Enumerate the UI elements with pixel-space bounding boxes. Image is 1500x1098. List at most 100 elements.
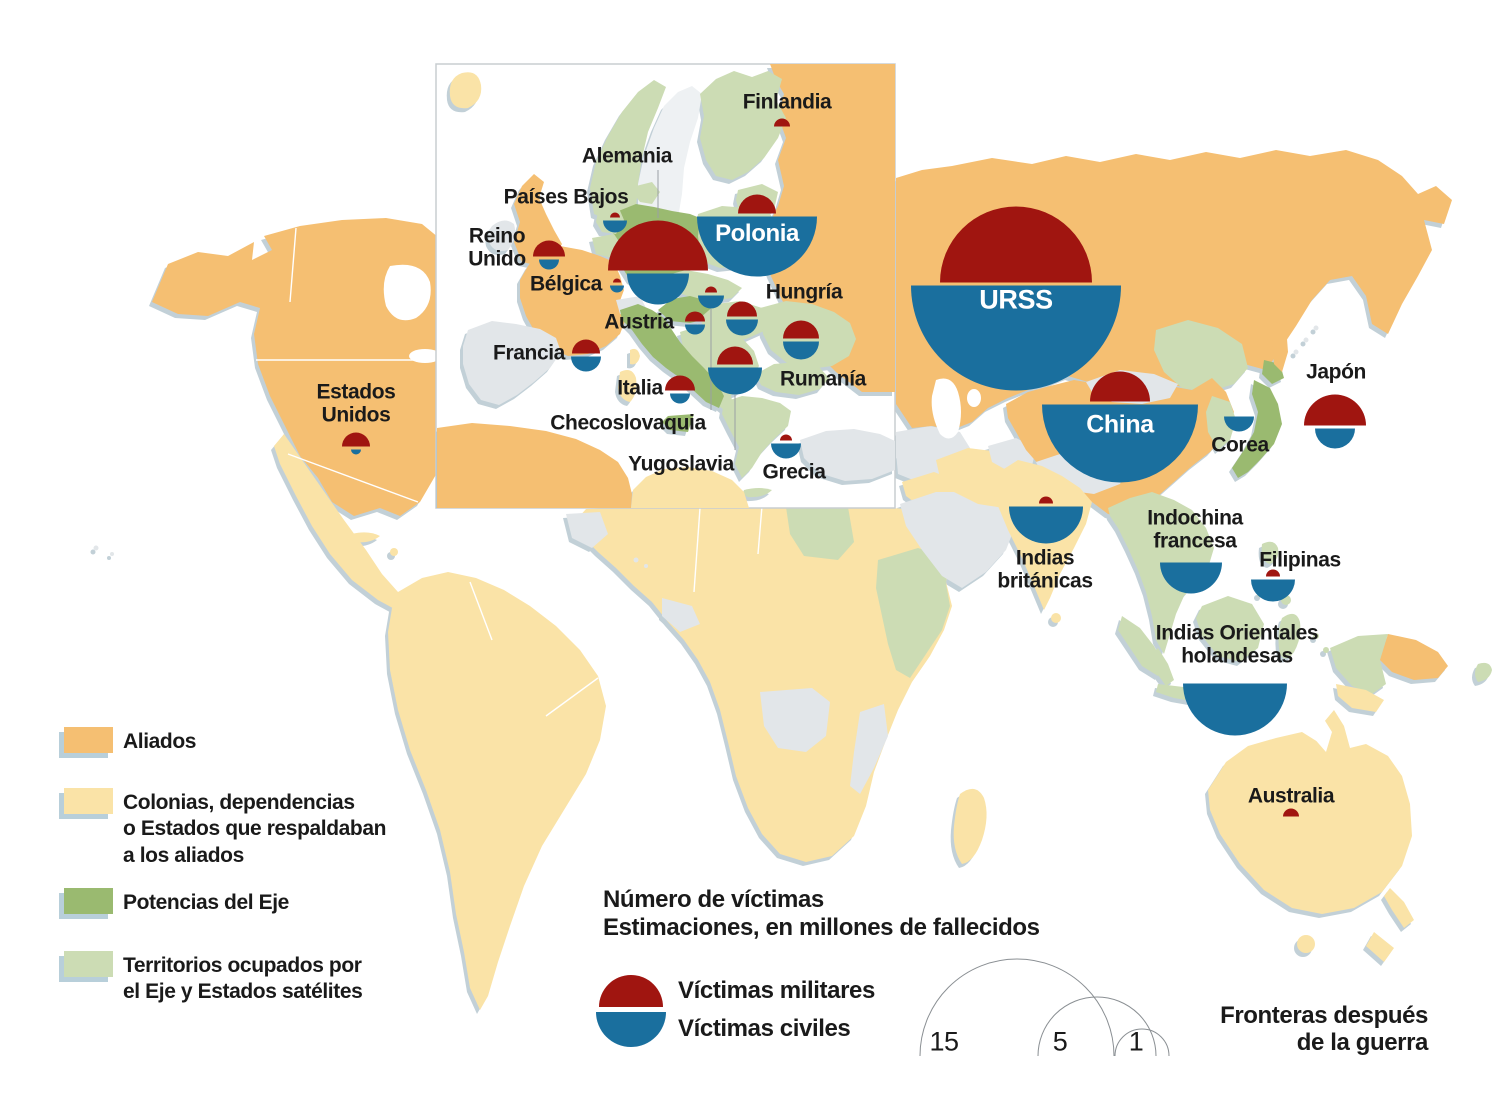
military-semicircle-estados-unidos xyxy=(342,432,370,447)
inset-denmark xyxy=(634,182,660,204)
land-ceylon xyxy=(1051,613,1061,623)
scale-arc-5 xyxy=(1037,996,1157,1057)
inset-crete xyxy=(743,488,772,498)
inset-corsica xyxy=(630,348,640,365)
land-new-guinea-west xyxy=(1330,634,1388,694)
civilian-semicircle-urss xyxy=(911,285,1121,391)
military-semicircle-reino-unido xyxy=(533,240,565,257)
inset-sicily xyxy=(662,414,694,432)
land-libya xyxy=(786,507,854,560)
civilian-semicircle-estados-unidos xyxy=(351,449,361,455)
marker-estados-unidos xyxy=(342,432,370,455)
land-tasmania xyxy=(1297,935,1315,953)
inset-north-africa-west xyxy=(437,423,632,508)
land-moluccas-1 xyxy=(1313,633,1319,639)
civilian-semicircle-belgica xyxy=(610,285,624,293)
inset-greece xyxy=(722,396,791,478)
land-borneo xyxy=(1196,596,1264,662)
marker-japon xyxy=(1304,394,1366,449)
land-sumatra xyxy=(1118,616,1164,676)
south-america-border-1 xyxy=(469,581,493,641)
civilian-semicircle-checoslovaquia xyxy=(698,295,724,309)
military-semicircle-urss xyxy=(940,206,1092,283)
land-angola xyxy=(760,688,830,752)
world-water-and-borders xyxy=(256,227,1332,752)
military-semicircle-finlandia xyxy=(774,118,790,127)
military-semicircle-francia xyxy=(572,339,600,354)
land-kuril-3 xyxy=(1313,325,1319,331)
land-new-zealand-south xyxy=(1366,932,1394,962)
africa-border-1 xyxy=(693,507,701,593)
civilian-semicircle-rumania xyxy=(783,341,819,360)
military-semicircle-polonia xyxy=(738,194,776,214)
civilian-semicircle-polonia xyxy=(697,216,817,277)
military-semicircle-indias-britanicas xyxy=(1039,496,1053,504)
civilian-semicircle-paises-bajos xyxy=(603,220,627,233)
marker-reino-unido xyxy=(533,240,565,270)
military-semicircle-grecia xyxy=(780,434,792,441)
land-kuril-1 xyxy=(1293,349,1299,355)
military-semicircle-china xyxy=(1090,371,1150,402)
victims-markers-layer xyxy=(342,118,1366,817)
land-atlantic-island-1 xyxy=(633,557,639,563)
military-semicircle-hungria xyxy=(727,301,757,317)
marker-polonia xyxy=(697,194,817,277)
marker-australia xyxy=(1283,808,1299,817)
civilian-semicircle-japon xyxy=(1315,428,1355,449)
hudson-bay xyxy=(383,264,431,321)
marker-corea xyxy=(1224,416,1254,432)
civilian-semicircle-italia xyxy=(670,393,690,404)
marker-urss xyxy=(911,206,1121,391)
marker-hungria xyxy=(726,301,758,336)
marker-paises-bajos xyxy=(603,212,627,233)
military-semicircle-japon xyxy=(1304,394,1366,426)
marker-francia xyxy=(571,339,601,372)
land-south-america xyxy=(388,572,606,1010)
land-arabia xyxy=(900,492,1016,588)
marker-finlandia xyxy=(774,118,790,127)
land-moluccas-2 xyxy=(1323,647,1329,653)
inset-sweden xyxy=(638,86,702,242)
marker-indochina-francesa xyxy=(1160,562,1222,594)
marker-rumania xyxy=(783,320,819,360)
inset-norway xyxy=(590,80,666,219)
land-mexico-central-america xyxy=(274,434,412,612)
caspian-sea xyxy=(931,378,961,439)
scale-arc-1 xyxy=(1114,1028,1170,1057)
land-australia xyxy=(1208,710,1412,914)
land-new-zealand-north xyxy=(1384,888,1414,928)
scale-arc-15 xyxy=(919,958,1115,1057)
land-atlantic-island-2 xyxy=(644,564,648,568)
civilian-semicircle-grecia xyxy=(771,443,801,459)
civilian-semicircle-indias-orientales-holandesas xyxy=(1183,683,1287,736)
inset-sardinia xyxy=(618,370,637,402)
scale-arcs-layer xyxy=(919,958,1170,1057)
marker-filipinas xyxy=(1251,569,1296,602)
land-spanish-sahara xyxy=(566,512,608,548)
marker-checoslovaquia xyxy=(698,286,724,410)
marker-indias-britanicas xyxy=(1009,496,1083,544)
marker-austria xyxy=(685,311,705,335)
land-pacific-island-1 xyxy=(93,545,99,551)
land-indochina xyxy=(1108,492,1214,654)
marker-china xyxy=(1042,371,1198,483)
military-semicircle-rumania xyxy=(783,320,819,339)
inset-finland xyxy=(700,71,786,180)
military-semicircle-austria xyxy=(685,311,705,322)
inset-iceland xyxy=(449,72,482,109)
land-horn-of-africa xyxy=(876,548,950,678)
land-sulawesi xyxy=(1278,613,1301,659)
civilian-semicircle-hungria xyxy=(726,319,758,336)
land-philippines-luzon xyxy=(1261,541,1279,564)
civilian-semicircle-filipinas xyxy=(1251,579,1296,602)
alaska-canada-border xyxy=(289,227,297,303)
marker-grecia xyxy=(771,434,801,459)
civilian-semicircle-alemania xyxy=(627,273,689,305)
military-semicircle-belgica xyxy=(613,278,621,283)
land-hispaniola xyxy=(390,548,398,556)
land-korea xyxy=(1206,396,1236,450)
military-semicircle-yugoslavia xyxy=(717,346,753,365)
civilian-semicircle-francia xyxy=(571,356,601,372)
land-liberia xyxy=(662,598,700,632)
